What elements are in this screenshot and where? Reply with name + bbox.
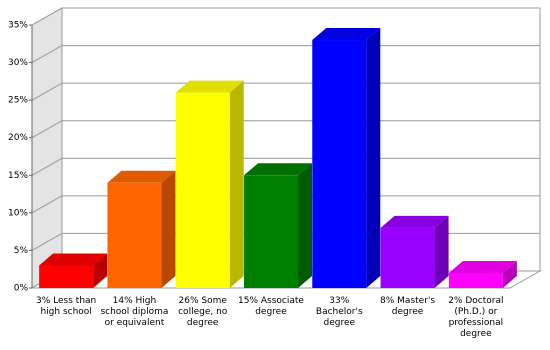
bar-side [229,80,244,288]
bar [39,265,94,288]
grid-line [31,82,63,101]
y-tick-label: 25% [8,96,28,106]
bar-side [434,215,449,288]
y-tick-label: 35% [8,21,28,31]
bar [380,227,435,288]
y-tick-label: 15% [8,171,28,181]
grid-line [31,195,63,214]
y-tick-label: 0% [14,284,29,294]
bar-top [175,80,244,93]
x-tick-label: 33% Bachelor's degree [315,296,363,328]
grid-line [31,7,63,26]
bar-top [312,28,381,41]
bar-top [39,253,108,266]
bar-side [298,163,312,288]
bar-side [502,260,517,288]
grid-line [31,232,63,251]
bar-top [380,215,449,228]
x-tick-label: 14% High school diploma or equivalent [100,296,169,328]
bar [244,175,298,288]
bar [175,92,230,288]
bar-top [448,260,517,273]
bar-top [107,170,176,183]
y-tick-label: 5% [14,246,29,256]
x-tick-label: 15% Associate degree [238,296,304,317]
x-tick-label: 2% Doctoral (Ph.D.) or professional degr… [448,296,504,339]
grid-line [31,120,63,139]
bar-top [244,163,312,176]
bar [107,182,162,288]
y-tick-label: 30% [8,58,28,68]
y-tick-label: 10% [8,208,28,218]
x-tick-label: 8% Master's degree [380,296,436,317]
y-tick-label: 20% [8,133,28,143]
bar-side [93,253,108,288]
bar [312,40,367,289]
bar-side [161,170,176,288]
grid-line [31,45,63,64]
x-tick-label: 3% Less than high school [36,296,97,317]
bar-side [366,28,381,289]
left-wall [31,7,63,289]
x-tick-label: 26% Some college, no degree [178,296,228,328]
bar [448,272,503,288]
grid-line [31,157,63,176]
